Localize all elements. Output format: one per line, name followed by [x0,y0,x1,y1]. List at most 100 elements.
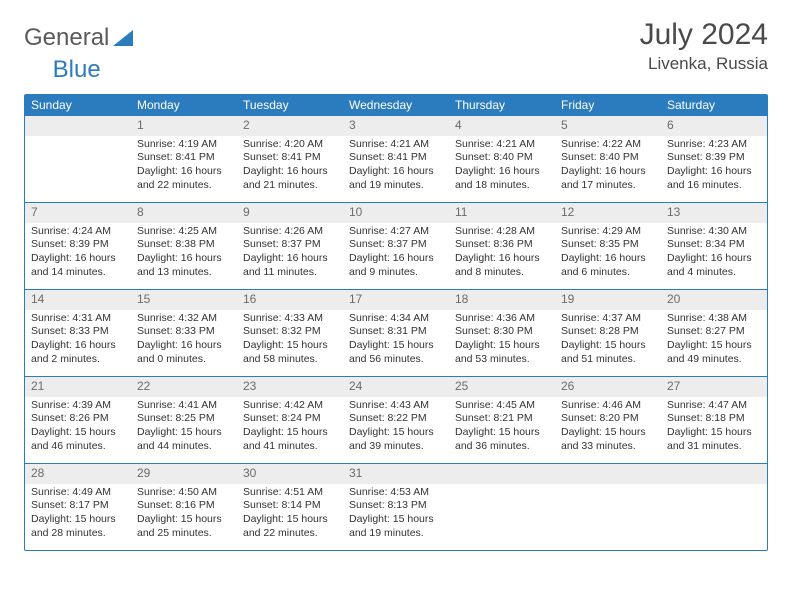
calendar-cell [661,464,767,550]
cell-body: Sunrise: 4:33 AMSunset: 8:32 PMDaylight:… [237,310,343,371]
day-number: 4 [449,116,555,136]
calendar-cell: 2Sunrise: 4:20 AMSunset: 8:41 PMDaylight… [237,116,343,202]
sunrise-line: Sunrise: 4:38 AM [667,312,761,326]
sunset-line: Sunset: 8:24 PM [243,412,337,426]
day-number: 13 [661,203,767,223]
cell-body: Sunrise: 4:41 AMSunset: 8:25 PMDaylight:… [131,397,237,458]
daylight-line-2: and 31 minutes. [667,440,761,454]
day-header-saturday: Saturday [661,95,767,115]
daylight-line-1: Daylight: 16 hours [349,252,443,266]
day-number: 29 [131,464,237,484]
calendar: SundayMondayTuesdayWednesdayThursdayFrid… [24,94,768,551]
cell-body: Sunrise: 4:24 AMSunset: 8:39 PMDaylight:… [25,223,131,284]
cell-body: Sunrise: 4:20 AMSunset: 8:41 PMDaylight:… [237,136,343,197]
calendar-cell: 14Sunrise: 4:31 AMSunset: 8:33 PMDayligh… [25,290,131,376]
sunrise-line: Sunrise: 4:49 AM [31,486,125,500]
week-row: 28Sunrise: 4:49 AMSunset: 8:17 PMDayligh… [25,463,767,550]
daylight-line-1: Daylight: 15 hours [31,513,125,527]
sunset-line: Sunset: 8:14 PM [243,499,337,513]
calendar-cell: 30Sunrise: 4:51 AMSunset: 8:14 PMDayligh… [237,464,343,550]
calendar-cell: 8Sunrise: 4:25 AMSunset: 8:38 PMDaylight… [131,203,237,289]
calendar-cell [25,116,131,202]
daylight-line-1: Daylight: 15 hours [137,426,231,440]
sunset-line: Sunset: 8:27 PM [667,325,761,339]
day-number: 27 [661,377,767,397]
day-number: 10 [343,203,449,223]
sunrise-line: Sunrise: 4:45 AM [455,399,549,413]
cell-body: Sunrise: 4:51 AMSunset: 8:14 PMDaylight:… [237,484,343,545]
calendar-cell: 25Sunrise: 4:45 AMSunset: 8:21 PMDayligh… [449,377,555,463]
daylight-line-2: and 22 minutes. [243,527,337,541]
day-number-empty [25,116,131,136]
daylight-line-2: and 6 minutes. [561,266,655,280]
cell-body: Sunrise: 4:43 AMSunset: 8:22 PMDaylight:… [343,397,449,458]
week-row: 14Sunrise: 4:31 AMSunset: 8:33 PMDayligh… [25,289,767,376]
cell-body: Sunrise: 4:34 AMSunset: 8:31 PMDaylight:… [343,310,449,371]
sunrise-line: Sunrise: 4:53 AM [349,486,443,500]
sunset-line: Sunset: 8:37 PM [349,238,443,252]
cell-body: Sunrise: 4:49 AMSunset: 8:17 PMDaylight:… [25,484,131,545]
cell-body: Sunrise: 4:47 AMSunset: 8:18 PMDaylight:… [661,397,767,458]
calendar-cell [555,464,661,550]
calendar-cell: 7Sunrise: 4:24 AMSunset: 8:39 PMDaylight… [25,203,131,289]
sunrise-line: Sunrise: 4:21 AM [455,138,549,152]
daylight-line-1: Daylight: 16 hours [31,339,125,353]
sunset-line: Sunset: 8:26 PM [31,412,125,426]
sunset-line: Sunset: 8:39 PM [667,151,761,165]
daylight-line-2: and 58 minutes. [243,353,337,367]
sunrise-line: Sunrise: 4:37 AM [561,312,655,326]
daylight-line-1: Daylight: 15 hours [455,426,549,440]
calendar-cell: 31Sunrise: 4:53 AMSunset: 8:13 PMDayligh… [343,464,449,550]
daylight-line-2: and 22 minutes. [137,179,231,193]
daylight-line-1: Daylight: 16 hours [137,165,231,179]
sunset-line: Sunset: 8:41 PM [349,151,443,165]
day-header-tuesday: Tuesday [237,95,343,115]
cell-body: Sunrise: 4:36 AMSunset: 8:30 PMDaylight:… [449,310,555,371]
sunrise-line: Sunrise: 4:25 AM [137,225,231,239]
daylight-line-2: and 25 minutes. [137,527,231,541]
sunset-line: Sunset: 8:34 PM [667,238,761,252]
day-header-friday: Friday [555,95,661,115]
sunset-line: Sunset: 8:18 PM [667,412,761,426]
daylight-line-2: and 53 minutes. [455,353,549,367]
sunset-line: Sunset: 8:22 PM [349,412,443,426]
daylight-line-2: and 4 minutes. [667,266,761,280]
daylight-line-1: Daylight: 16 hours [561,252,655,266]
sunset-line: Sunset: 8:13 PM [349,499,443,513]
logo-text-1: General [24,24,109,52]
calendar-cell: 16Sunrise: 4:33 AMSunset: 8:32 PMDayligh… [237,290,343,376]
sunset-line: Sunset: 8:40 PM [455,151,549,165]
calendar-cell: 13Sunrise: 4:30 AMSunset: 8:34 PMDayligh… [661,203,767,289]
sunset-line: Sunset: 8:39 PM [31,238,125,252]
month-title: July 2024 [640,18,768,52]
daylight-line-1: Daylight: 16 hours [243,252,337,266]
sunrise-line: Sunrise: 4:19 AM [137,138,231,152]
daylight-line-2: and 41 minutes. [243,440,337,454]
daylight-line-1: Daylight: 16 hours [137,339,231,353]
daylight-line-2: and 17 minutes. [561,179,655,193]
daylight-line-2: and 19 minutes. [349,179,443,193]
calendar-cell: 15Sunrise: 4:32 AMSunset: 8:33 PMDayligh… [131,290,237,376]
daylight-line-1: Daylight: 15 hours [137,513,231,527]
day-number: 11 [449,203,555,223]
sunset-line: Sunset: 8:35 PM [561,238,655,252]
calendar-cell: 4Sunrise: 4:21 AMSunset: 8:40 PMDaylight… [449,116,555,202]
calendar-cell: 27Sunrise: 4:47 AMSunset: 8:18 PMDayligh… [661,377,767,463]
day-number: 5 [555,116,661,136]
sunrise-line: Sunrise: 4:41 AM [137,399,231,413]
calendar-cell: 5Sunrise: 4:22 AMSunset: 8:40 PMDaylight… [555,116,661,202]
day-header-sunday: Sunday [25,95,131,115]
calendar-cell: 3Sunrise: 4:21 AMSunset: 8:41 PMDaylight… [343,116,449,202]
day-number: 3 [343,116,449,136]
calendar-cell: 23Sunrise: 4:42 AMSunset: 8:24 PMDayligh… [237,377,343,463]
sunset-line: Sunset: 8:32 PM [243,325,337,339]
day-number: 17 [343,290,449,310]
day-number: 22 [131,377,237,397]
cell-body: Sunrise: 4:31 AMSunset: 8:33 PMDaylight:… [25,310,131,371]
day-number: 14 [25,290,131,310]
day-number: 15 [131,290,237,310]
day-number: 7 [25,203,131,223]
calendar-cell: 12Sunrise: 4:29 AMSunset: 8:35 PMDayligh… [555,203,661,289]
daylight-line-1: Daylight: 15 hours [243,339,337,353]
sunrise-line: Sunrise: 4:30 AM [667,225,761,239]
